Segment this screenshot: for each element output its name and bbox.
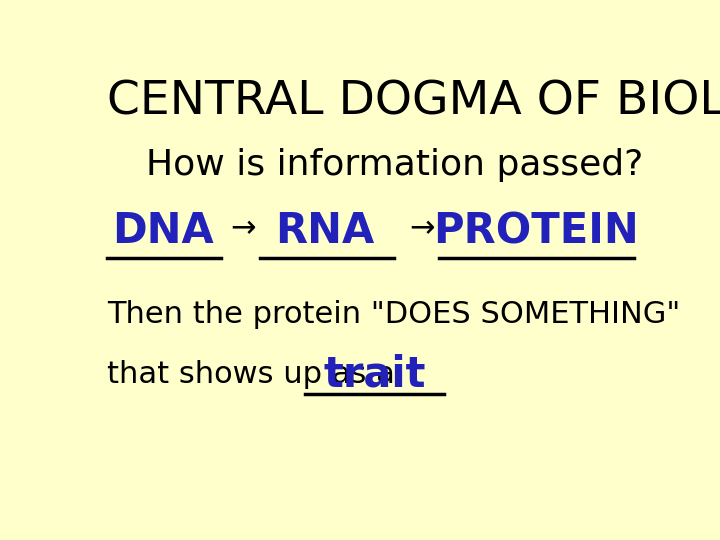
Text: Then the protein "DOES SOMETHING": Then the protein "DOES SOMETHING" bbox=[107, 300, 680, 329]
Text: CENTRAL DOGMA OF BIOLOGY: CENTRAL DOGMA OF BIOLOGY bbox=[107, 80, 720, 125]
Text: trait: trait bbox=[323, 354, 426, 396]
Text: RNA: RNA bbox=[275, 210, 374, 252]
Text: PROTEIN: PROTEIN bbox=[433, 210, 639, 252]
Text: How is information passed?: How is information passed? bbox=[145, 147, 643, 181]
Text: →: → bbox=[230, 214, 256, 244]
Text: that shows up as a: that shows up as a bbox=[107, 360, 405, 389]
Text: →: → bbox=[409, 214, 435, 244]
Text: DNA: DNA bbox=[112, 210, 213, 252]
